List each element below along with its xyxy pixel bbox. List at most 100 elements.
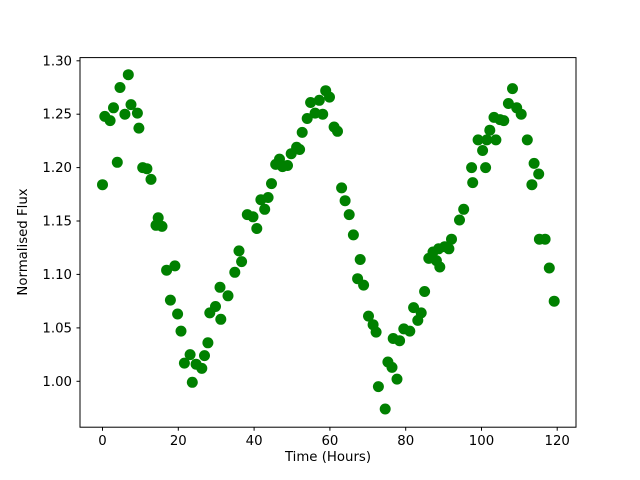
data-point [229,266,241,278]
data-point [296,126,308,138]
data-point [169,260,181,272]
data-point [363,310,374,322]
data-point [214,281,226,293]
x-axis-label: Time (Hours) [284,450,371,465]
data-point [391,373,403,385]
data-point [141,163,153,175]
axes-spines [79,57,577,428]
data-point [222,290,234,302]
data-point [481,134,493,146]
data-point [332,125,343,137]
data-point [543,262,555,274]
data-point [199,350,210,362]
y-tick-label: 1.00 [42,375,72,390]
data-point [419,286,431,297]
axis-ticks-layer: 0 20 40 60 80 100 120 1.00 1.05 1.10 1.15 1.20 1.25 1… [42,54,570,449]
data-point [178,357,190,369]
data-point [313,94,325,106]
data-point [301,113,313,124]
x-tick-label: 40 [246,434,263,449]
data-point [515,108,527,120]
data-point [458,203,470,215]
data-point [184,349,196,361]
data-point [251,223,263,234]
data-point [111,156,123,168]
data-point [394,335,406,347]
data-point [152,212,164,224]
data-point [466,162,478,174]
y-tick-label: 1.30 [42,54,72,69]
data-point [521,134,533,146]
data-point [156,220,168,232]
data-point [539,233,551,245]
data-point [161,264,173,276]
data-point [336,182,348,194]
data-point [262,192,274,203]
data-point [210,301,221,312]
data-point [490,134,502,146]
data-point [108,102,119,114]
y-tick-label: 1.05 [42,321,72,336]
data-point [131,107,143,119]
data-point [528,157,540,169]
data-point [477,145,489,156]
data-point [467,177,479,189]
data-point [282,160,293,171]
data-point [97,179,108,191]
data-point [507,83,518,95]
data-point [202,337,214,349]
data-point [175,325,187,337]
data-point [215,313,227,325]
data-point [259,203,271,215]
data-point [266,178,277,190]
data-point [114,82,126,93]
data-point [122,69,134,81]
data-point [247,211,259,223]
data-point [434,261,446,273]
data-point [172,308,184,320]
x-tick-label: 60 [321,434,338,449]
data-point [404,325,416,337]
data-point [498,115,510,127]
data-point [324,91,335,103]
data-point [379,403,391,415]
data-point [347,229,359,241]
data-point [533,168,545,180]
data-point [484,124,496,136]
data-point [317,108,329,120]
x-tick-label: 80 [397,434,414,449]
data-point [372,381,384,393]
data-point [443,243,455,255]
y-tick-label: 1.10 [42,268,72,283]
x-tick-label: 20 [170,434,187,449]
data-points-layer [97,69,560,415]
data-point [104,115,116,127]
y-tick-label: 1.15 [42,215,72,230]
data-point [133,122,145,134]
data-point [343,209,355,221]
data-point [354,254,366,265]
y-axis-label: Normalised Flux [16,188,31,295]
data-point [454,214,465,226]
data-point [236,256,248,268]
x-tick-label: 100 [469,434,494,449]
data-point [196,362,208,374]
data-point [548,295,560,307]
data-point [186,376,198,388]
x-tick-label: 0 [98,434,106,449]
data-point [125,99,137,111]
data-point [305,97,317,108]
x-tick-label: 120 [545,434,570,449]
data-point [358,279,370,291]
data-point [386,361,398,373]
y-tick-label: 1.20 [42,161,72,176]
data-point [480,162,492,174]
data-point [339,195,351,207]
data-point [502,98,514,109]
data-point [526,179,538,191]
data-point [145,173,157,185]
data-point [446,233,457,245]
y-tick-label: 1.25 [42,108,72,123]
